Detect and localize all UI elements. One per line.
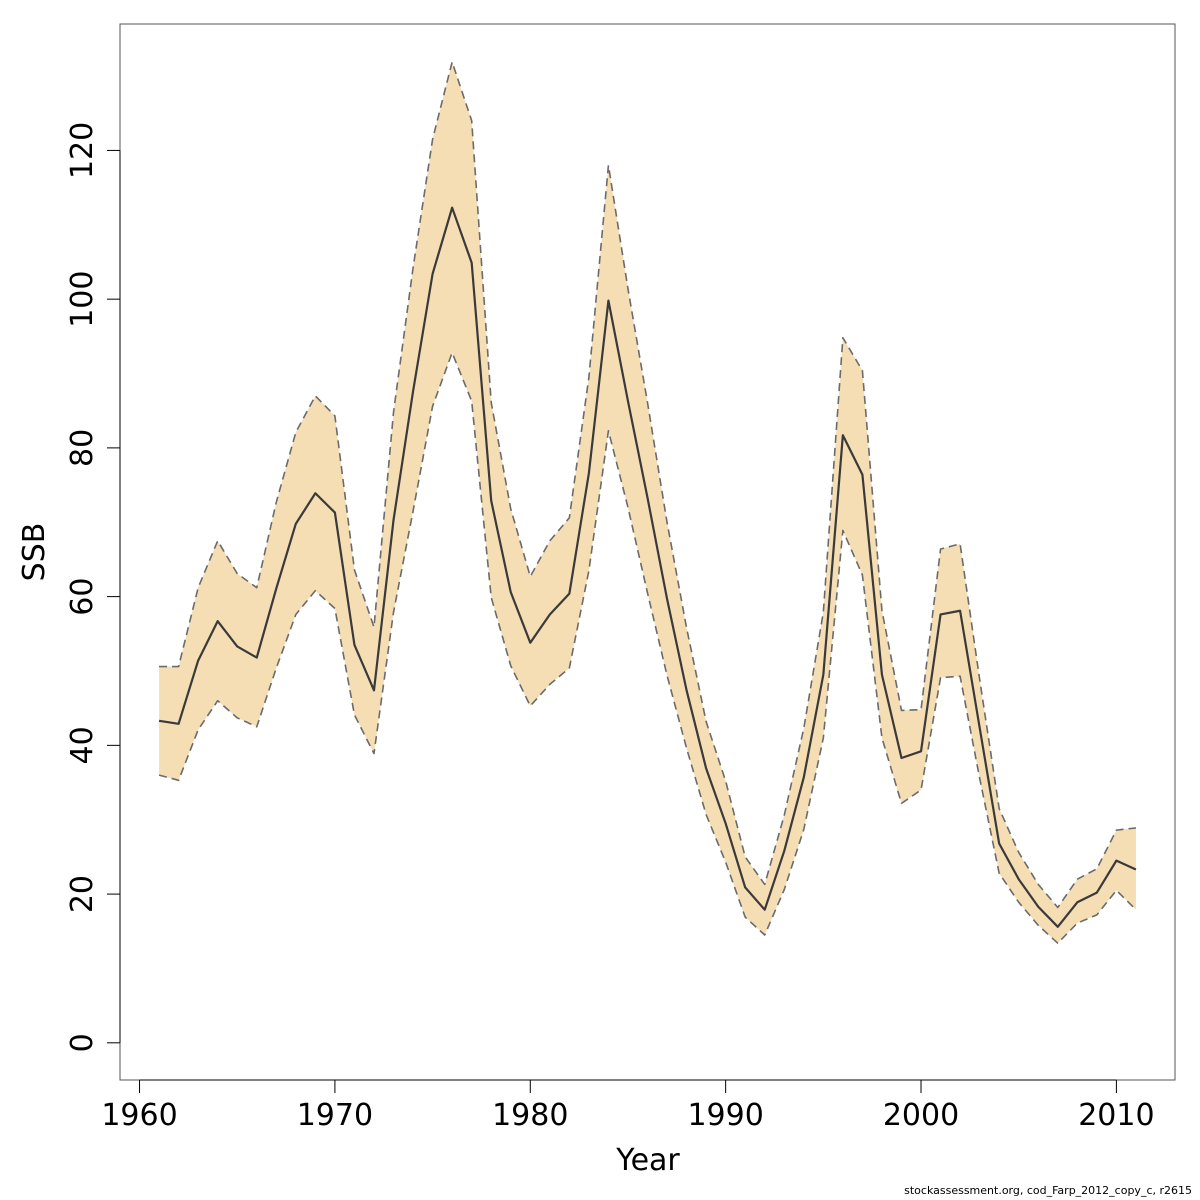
- x-tick-label: 2010: [1078, 1098, 1154, 1133]
- y-tick-label: 60: [65, 578, 100, 616]
- lower-bound-line: [158, 351, 1137, 944]
- y-tick-label: 40: [65, 726, 100, 764]
- x-tick-label: 2000: [883, 1098, 959, 1133]
- footer-source: stockassessment.org, cod_Farp_2012_copy_…: [904, 1184, 1192, 1197]
- x-tick-label: 1970: [297, 1098, 373, 1133]
- upper-bound-line: [159, 61, 1137, 909]
- estimate-line: [158, 206, 1137, 928]
- x-tick-label: 1960: [101, 1098, 177, 1133]
- x-axis: 1960 1970 1980 1990 2000 2010: [101, 1079, 1155, 1133]
- x-axis-title: Year: [615, 1143, 680, 1178]
- series-line-layer: [158, 61, 1137, 944]
- y-tick-label: 80: [65, 429, 100, 467]
- y-tick-label: 20: [65, 875, 100, 913]
- y-tick-label: 120: [65, 122, 100, 179]
- y-axis-title: SSB: [17, 523, 52, 582]
- x-tick-label: 1980: [492, 1098, 568, 1133]
- y-axis: 0 20 40 60 80 100 120: [65, 122, 121, 1052]
- y-tick-label: 0: [65, 1033, 100, 1052]
- y-tick-label: 100: [65, 271, 100, 328]
- x-tick-label: 1990: [687, 1098, 763, 1133]
